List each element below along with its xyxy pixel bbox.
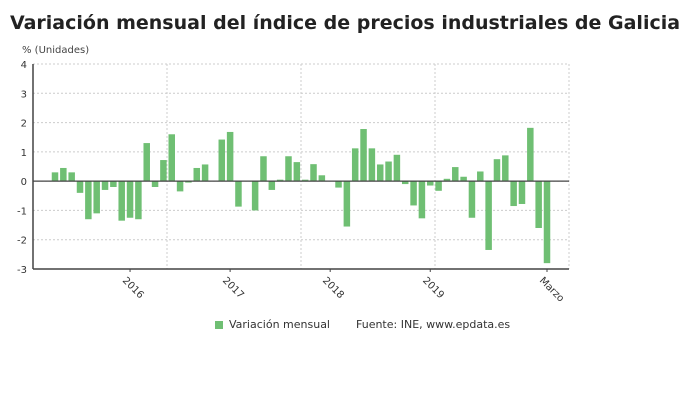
y-tick-label: -1 [17, 206, 27, 217]
bar [335, 181, 342, 188]
bar [285, 156, 292, 182]
bar [493, 159, 501, 182]
bar [51, 172, 59, 182]
legend-swatch [215, 320, 223, 329]
bar [543, 181, 551, 264]
bar [385, 161, 392, 182]
bar [185, 181, 192, 183]
bar [235, 181, 242, 207]
bar [135, 181, 142, 220]
bar [518, 181, 526, 204]
bar [502, 155, 509, 182]
bar [343, 181, 351, 227]
x-tick-label: 2019 [420, 275, 446, 301]
bar [310, 164, 317, 182]
bar [110, 181, 117, 187]
y-tick-label: 4 [21, 60, 27, 71]
bar [351, 148, 359, 182]
x-tick-label: 2018 [320, 275, 346, 301]
bar [510, 181, 517, 207]
bar [318, 175, 326, 182]
bar [60, 167, 67, 182]
bar [301, 179, 309, 182]
bar [276, 179, 284, 182]
bar [193, 167, 201, 182]
y-tick-label: -3 [17, 265, 27, 276]
bar [143, 143, 150, 182]
bar [410, 181, 417, 206]
bar [201, 164, 209, 182]
y-tick-label: 1 [21, 148, 27, 159]
bar [443, 178, 451, 182]
y-tick-label: 0 [21, 177, 27, 188]
y-axis-label: % (Unidades) [22, 45, 90, 56]
bar [151, 181, 159, 187]
bar [360, 129, 367, 182]
y-tick-label: 3 [21, 89, 27, 100]
bar [535, 181, 542, 228]
bar [435, 181, 442, 191]
bar [293, 162, 301, 182]
x-tick-label: 2016 [120, 275, 146, 301]
bar [368, 148, 376, 182]
bar [101, 181, 109, 190]
bar [460, 176, 467, 182]
bar [260, 156, 267, 182]
source-text: Fuente: INE, www.epdata.es [356, 318, 511, 331]
bar [393, 154, 401, 182]
x-tick-label: 2017 [220, 275, 246, 301]
bar [218, 139, 226, 182]
bar [376, 164, 384, 182]
bar [468, 181, 476, 218]
chart-title: Variación mensual del índice de precios … [9, 12, 681, 34]
bar [176, 181, 184, 192]
bar [527, 127, 534, 182]
y-tick-label: 2 [21, 119, 27, 130]
x-tick-label: Marzo [537, 275, 566, 304]
bar [226, 131, 234, 182]
bar [268, 181, 276, 190]
bar [401, 181, 409, 185]
legend-label: Variación mensual [229, 318, 330, 331]
bar [126, 181, 134, 218]
bar [452, 167, 459, 182]
y-tick-label: -2 [17, 236, 27, 247]
bar [251, 181, 259, 211]
bar [427, 181, 434, 186]
bar [68, 172, 75, 182]
bar [118, 181, 125, 221]
bar [477, 171, 484, 182]
legend: Variación mensual Fuente: INE, www.epdat… [215, 318, 510, 331]
bar [418, 181, 426, 219]
bar [160, 160, 167, 182]
bar [85, 181, 92, 220]
bar [93, 181, 100, 214]
bar [168, 134, 175, 182]
bar [76, 181, 84, 193]
bar [485, 181, 492, 250]
